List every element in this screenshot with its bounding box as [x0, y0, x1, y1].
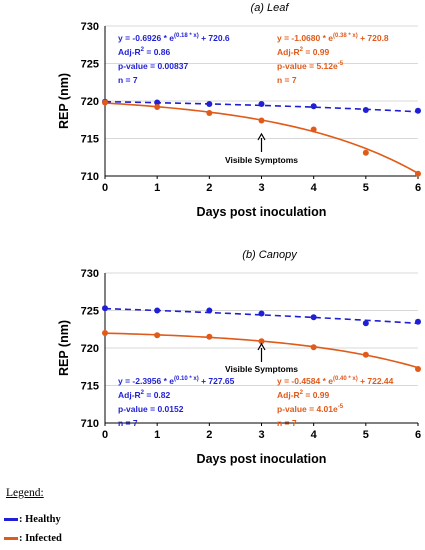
x-tick-label: 5	[363, 182, 369, 194]
x-tick-label: 0	[102, 429, 108, 441]
chart-title: (b) Canopy	[242, 249, 298, 261]
data-point-infected	[154, 104, 161, 110]
x-tick-label: 4	[311, 182, 318, 194]
adj-r2-infected: Adj-R2 = 0.99	[277, 390, 330, 400]
adj-r2-healthy: Adj-R2 = 0.86	[118, 47, 171, 57]
equation-healthy: y = -0.6926 * e(0.18 * x) + 720.6	[118, 33, 230, 43]
y-tick-label: 720	[81, 343, 99, 355]
p-value-healthy: p-value = 0.0152	[118, 404, 184, 414]
data-point-infected	[310, 126, 317, 133]
data-point-healthy	[310, 314, 317, 321]
data-point-infected	[310, 344, 317, 351]
y-tick-label: 710	[81, 171, 99, 183]
visible-symptoms-label: Visible Symptoms	[225, 364, 298, 374]
legend-title: Legend:	[6, 487, 44, 499]
x-tick-label: 6	[415, 182, 421, 194]
n-count-healthy: n = 7	[118, 75, 138, 85]
chart-title: (a) Leaf	[251, 2, 290, 14]
data-point-infected	[102, 99, 108, 106]
data-point-infected	[415, 170, 421, 177]
n-count-healthy: n = 7	[118, 418, 138, 428]
data-point-healthy	[102, 305, 108, 312]
x-tick-label: 2	[206, 182, 212, 194]
y-tick-label: 730	[81, 268, 99, 280]
data-point-infected	[362, 149, 369, 156]
p-value-infected: p-value = 4.01e-5	[277, 404, 344, 414]
x-tick-label: 1	[154, 429, 160, 441]
data-point-infected	[362, 351, 369, 358]
symptom-arrowhead	[257, 342, 266, 351]
equation-infected: y = -1.0680 * e(0.38 * x) + 720.8	[277, 33, 389, 43]
x-tick-label: 3	[258, 182, 264, 194]
y-tick-label: 715	[81, 134, 99, 146]
data-point-healthy	[206, 101, 213, 107]
equation-healthy: y = -2.3956 * e(0.10 * x) + 727.65	[118, 376, 235, 386]
y-axis-label: REP (nm)	[57, 320, 71, 376]
x-tick-label: 5	[363, 429, 369, 441]
adj-r2-healthy: Adj-R2 = 0.82	[118, 390, 171, 400]
x-tick-label: 1	[154, 182, 160, 194]
equation-infected: y = -0.4584 * e(0.40 * x) + 722.44	[277, 376, 394, 386]
symptom-arrowhead	[257, 132, 266, 141]
data-point-healthy	[310, 103, 317, 110]
data-point-healthy	[362, 107, 369, 113]
x-tick-label: 4	[311, 429, 318, 441]
data-point-healthy	[258, 101, 265, 107]
x-tick-label: 3	[258, 429, 264, 441]
x-axis-label: Days post inoculation	[197, 452, 327, 466]
data-point-infected	[258, 117, 265, 124]
y-tick-label: 730	[81, 21, 99, 33]
data-point-healthy	[154, 99, 161, 106]
data-point-infected	[102, 330, 108, 336]
x-tick-label: 0	[102, 182, 108, 194]
x-axis-label: Days post inoculation	[197, 205, 327, 219]
n-count-infected: n = 7	[277, 418, 297, 428]
data-point-infected	[206, 333, 213, 340]
data-point-healthy	[206, 307, 213, 314]
data-point-healthy	[258, 310, 265, 317]
legend-label-healthy: : Healthy	[19, 514, 61, 525]
p-value-infected: p-value = 5.12e-5	[277, 61, 344, 71]
y-tick-label: 720	[81, 96, 99, 108]
x-tick-label: 2	[206, 429, 212, 441]
y-tick-label: 725	[81, 306, 99, 318]
legend-item-healthy: : Healthy	[4, 514, 61, 525]
legend-item-infected: : Infected	[4, 533, 62, 544]
chart-panel-canopy: (b) Canopy 710 715 720 725 730 0 1 2 3 4 5 6 Days pos…	[57, 249, 421, 466]
p-value-healthy: p-value = 0.00837	[118, 61, 188, 71]
data-point-infected	[154, 332, 161, 339]
legend-label-infected: : Infected	[19, 533, 62, 544]
y-tick-label: 710	[81, 418, 99, 430]
y-tick-label: 725	[81, 59, 99, 71]
data-point-healthy	[415, 107, 421, 114]
legend-swatch-infected	[4, 537, 18, 540]
data-point-infected	[258, 338, 265, 345]
figure: (a) Leaf 710 715 720 725 730 0 1 2 3 4 5 6 Days post …	[57, 2, 421, 466]
legend-swatch-healthy	[4, 518, 18, 521]
chart-panel-leaf: (a) Leaf 710 715 720 725 730 0 1 2 3 4 5 6 Days post …	[57, 2, 421, 219]
x-tick-label: 6	[415, 429, 421, 441]
data-point-healthy	[154, 307, 161, 314]
data-point-infected	[415, 366, 421, 372]
data-point-healthy	[362, 320, 369, 327]
visible-symptoms-label: Visible Symptoms	[225, 155, 298, 165]
data-point-healthy	[415, 318, 421, 325]
n-count-infected: n = 7	[277, 75, 297, 85]
data-point-infected	[206, 110, 213, 116]
y-axis-label: REP (nm)	[57, 73, 71, 129]
y-tick-label: 715	[81, 381, 99, 393]
adj-r2-infected: Adj-R2 = 0.99	[277, 47, 330, 57]
